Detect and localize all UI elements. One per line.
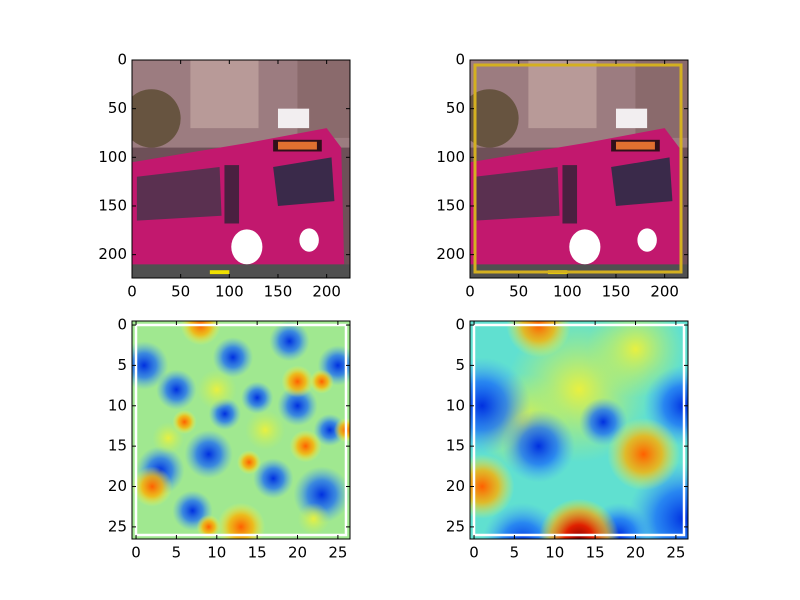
x-tick-label: 100 xyxy=(553,283,582,301)
x-tick-label: 150 xyxy=(264,283,293,301)
x-tick-label: 200 xyxy=(312,283,341,301)
heatmap-border xyxy=(472,323,686,537)
x-tick-label: 10 xyxy=(207,544,226,562)
x-tick-label: 50 xyxy=(509,283,528,301)
x-tick-label: 25 xyxy=(666,544,685,562)
y-tick-label: 200 xyxy=(98,245,127,263)
y-tick-label: 15 xyxy=(108,437,127,455)
x-tick-label: 200 xyxy=(650,283,679,301)
y-tick-label: 150 xyxy=(436,196,465,214)
y-tick-label: 15 xyxy=(446,437,465,455)
x-tick-label: 150 xyxy=(602,283,631,301)
axes-frame xyxy=(131,320,351,540)
x-tick-label: 15 xyxy=(586,544,605,562)
x-tick-label: 0 xyxy=(465,283,475,301)
heatmap-border xyxy=(134,323,348,537)
axes-frame xyxy=(131,59,351,279)
y-tick-label: 50 xyxy=(108,99,127,117)
y-tick-label: 10 xyxy=(108,396,127,414)
x-tick-label: 50 xyxy=(171,283,190,301)
image xyxy=(470,60,688,278)
y-tick-label: 0 xyxy=(455,316,465,334)
x-tick-label: 5 xyxy=(510,544,520,562)
x-tick-label: 20 xyxy=(626,544,645,562)
bounding-box xyxy=(473,63,683,274)
y-tick-label: 200 xyxy=(436,245,465,263)
image xyxy=(132,321,350,539)
y-tick-label: 100 xyxy=(436,148,465,166)
y-tick-label: 5 xyxy=(455,356,465,374)
x-tick-label: 0 xyxy=(131,544,141,562)
y-tick-label: 100 xyxy=(98,148,127,166)
y-tick-label: 20 xyxy=(108,477,127,495)
y-tick-label: 0 xyxy=(455,51,465,69)
x-tick-label: 15 xyxy=(248,544,267,562)
x-tick-label: 0 xyxy=(127,283,137,301)
y-tick-label: 25 xyxy=(108,517,127,535)
axes-frame xyxy=(469,59,689,279)
y-tick-label: 5 xyxy=(117,356,127,374)
y-tick-label: 10 xyxy=(446,396,465,414)
y-tick-label: 0 xyxy=(117,316,127,334)
subplot: 0 50 100 150 200 0 50 100 150 200 xyxy=(436,51,689,301)
y-tick-label: 25 xyxy=(446,517,465,535)
x-tick-label: 20 xyxy=(288,544,307,562)
y-tick-label: 0 xyxy=(117,51,127,69)
axes-frame xyxy=(469,320,689,540)
y-tick-label: 50 xyxy=(446,99,465,117)
subplot: 0 50 100 150 200 0 50 100 150 200 xyxy=(98,51,351,301)
x-tick-label: 100 xyxy=(215,283,244,301)
image xyxy=(470,321,688,539)
x-tick-label: 10 xyxy=(545,544,564,562)
x-tick-label: 5 xyxy=(172,544,182,562)
y-tick-label: 20 xyxy=(446,477,465,495)
image xyxy=(132,60,350,278)
x-tick-label: 25 xyxy=(328,544,347,562)
y-tick-label: 150 xyxy=(98,196,127,214)
x-tick-label: 0 xyxy=(469,544,479,562)
